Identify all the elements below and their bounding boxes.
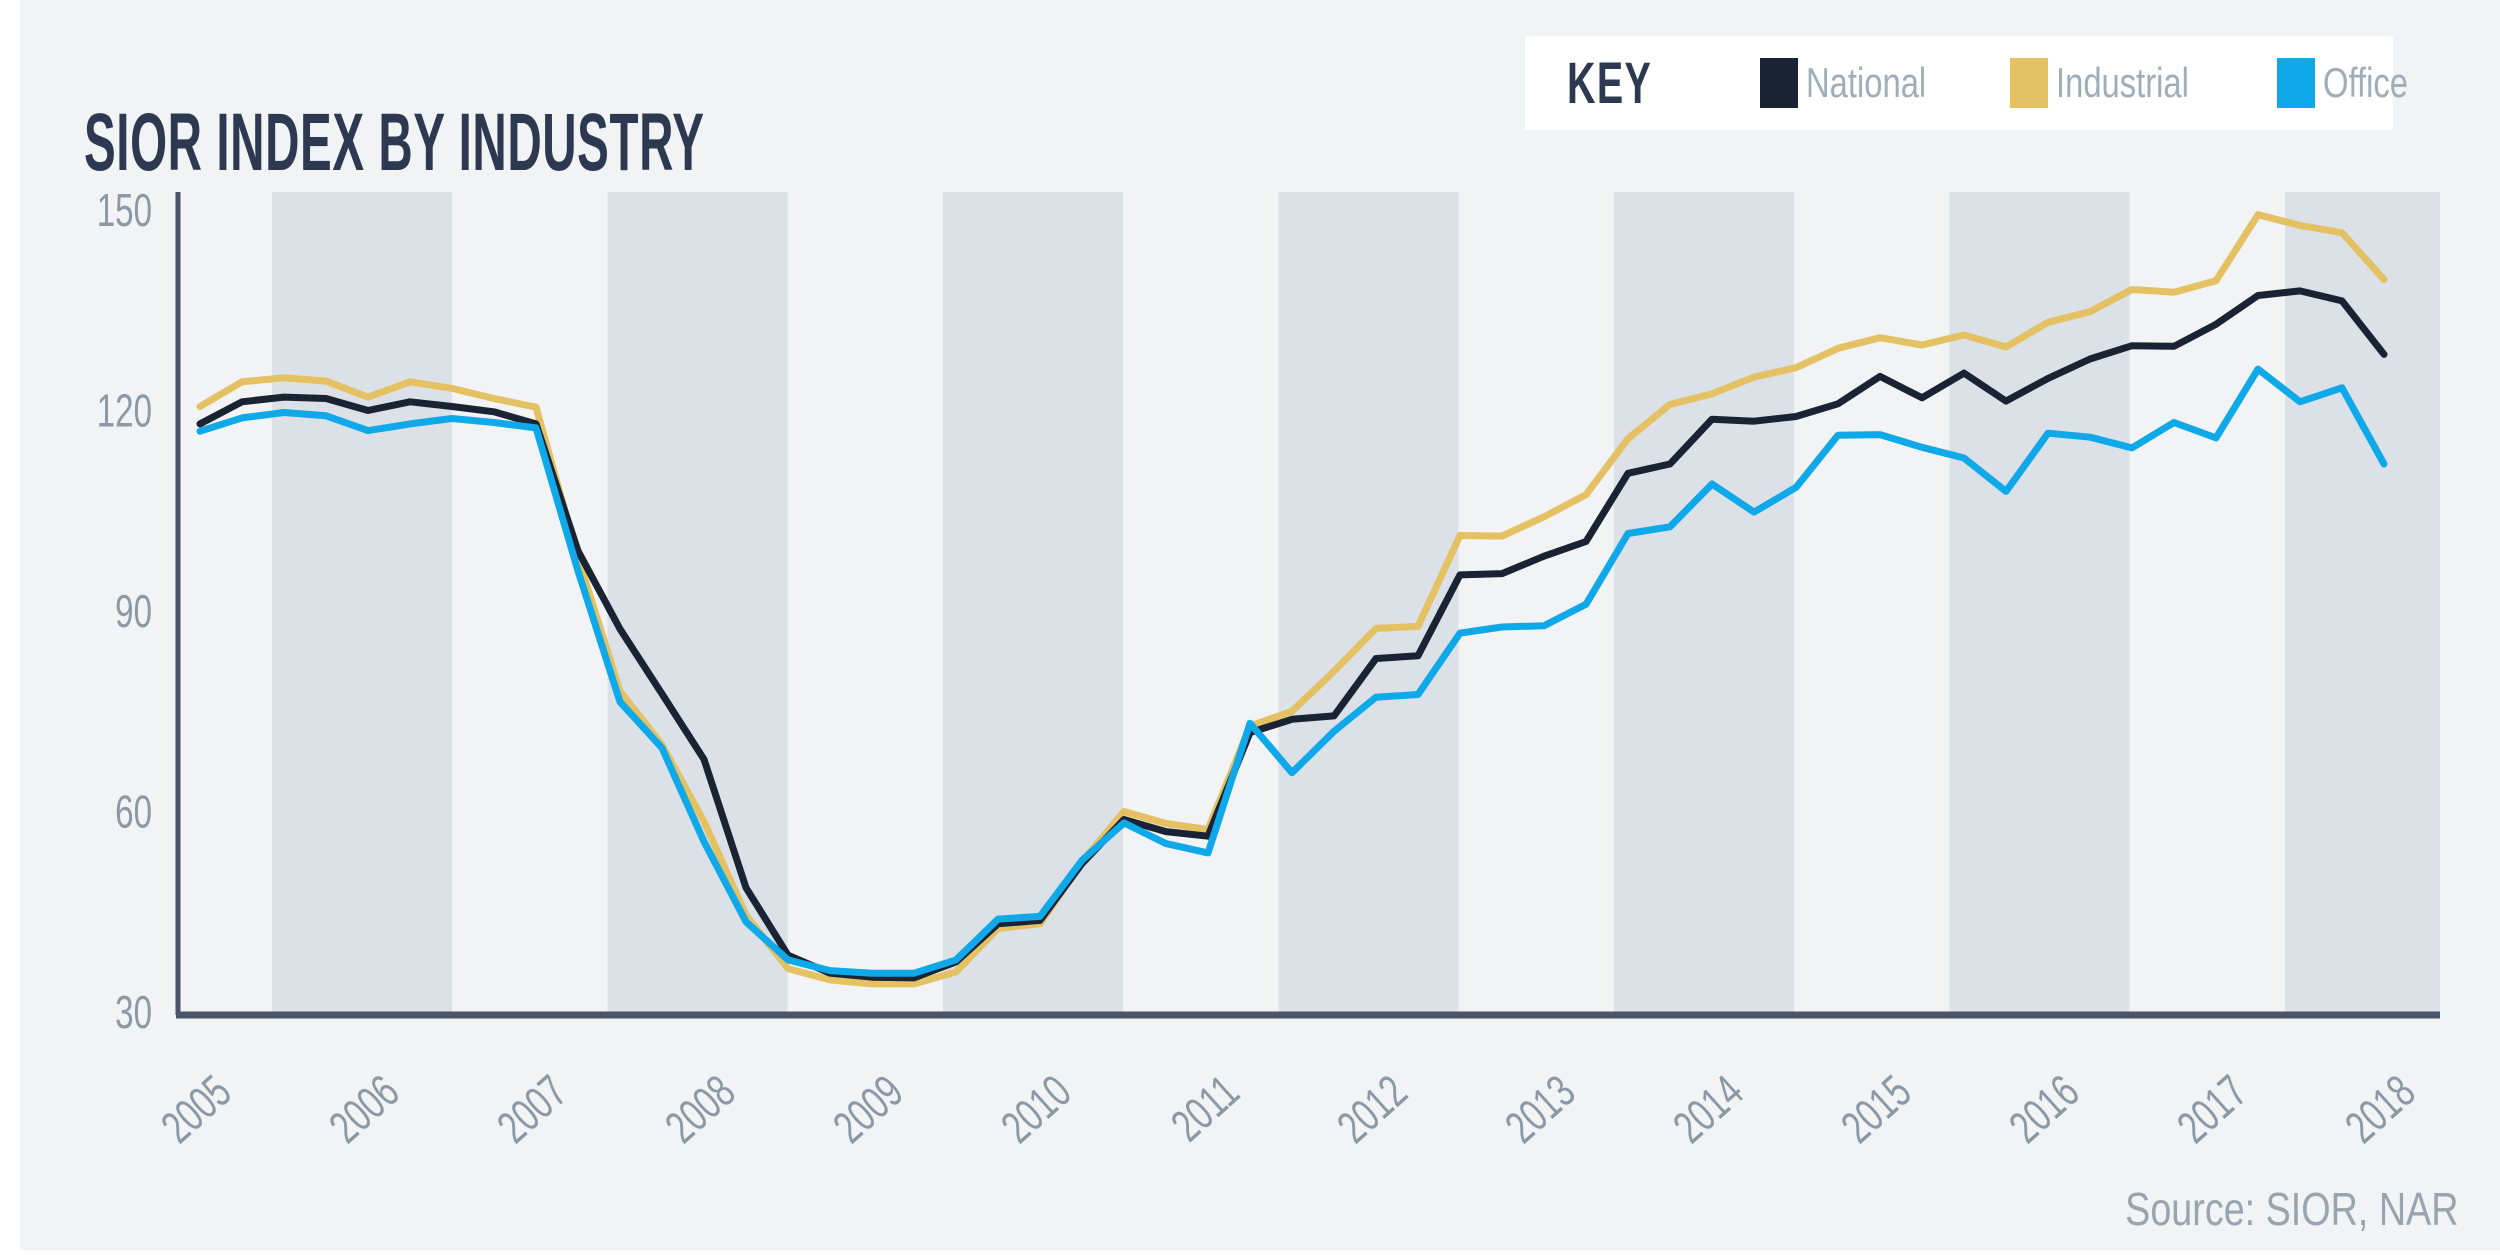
source-note: Source: SIOR, NAR [2124,1183,2458,1235]
year-band [607,192,788,1013]
legend-label: National [1806,59,1927,106]
page-title: SIOR INDEX BY INDUSTRY [84,97,705,188]
legend-key-label: KEY [1567,50,1653,116]
x-tick-label: 2014 [1664,1066,1753,1153]
legend-label: Office [2322,59,2408,106]
legend-label: Industrial [2056,59,2190,106]
y-tick-label: 150 [97,186,152,236]
legend-swatch-industrial [2010,58,2049,108]
legend-item-office: Office [2276,58,2432,108]
x-tick-label: 2010 [992,1066,1081,1153]
series-line-office [196,365,2388,977]
series-line-national [196,287,2388,982]
legend-items: National Industrial Office [1760,58,2481,108]
x-tick-label: 2013 [1496,1066,1585,1153]
y-tick-labels: 150 120 90 60 30 [97,186,152,1038]
x-tick-label: 2007 [488,1066,577,1153]
y-tick-label: 30 [115,988,152,1038]
legend-item-industrial: Industrial [2010,58,2226,108]
x-tick-label: 2005 [152,1066,241,1153]
y-tick-label: 60 [115,787,152,837]
x-tick-label: 2008 [656,1066,745,1153]
y-tick-label: 90 [115,587,152,637]
x-tick-label: 2011 [1162,1066,1249,1151]
x-tick-label: 2012 [1328,1066,1417,1153]
x-tick-label: 2009 [824,1066,913,1153]
year-band [1614,192,1794,1013]
y-tick-label: 120 [97,386,152,436]
legend-box: KEY National Industrial Office [1525,36,2408,130]
year-band [2285,192,2440,1013]
chart-card: SIOR INDEX BY INDUSTRY KEY National Indus… [20,0,2500,1250]
x-tick-label: 2018 [2336,1066,2425,1153]
legend-swatch-national [1760,58,1799,108]
x-tick-label: 2017 [2168,1066,2257,1153]
x-tick-labels: 2005 2006 2007 2008 2009 2010 2011 2012 2013 2014… [152,1066,2425,1153]
x-tick-label: 2015 [1832,1066,1921,1153]
legend-swatch-office [2276,58,2315,108]
legend-item-national: National [1760,58,1960,108]
year-bands [272,192,2440,1013]
year-band [272,192,452,1013]
year-band [943,192,1123,1013]
year-band [1949,192,2130,1013]
x-tick-label: 2006 [320,1066,409,1153]
x-tick-label: 2016 [2000,1066,2089,1153]
